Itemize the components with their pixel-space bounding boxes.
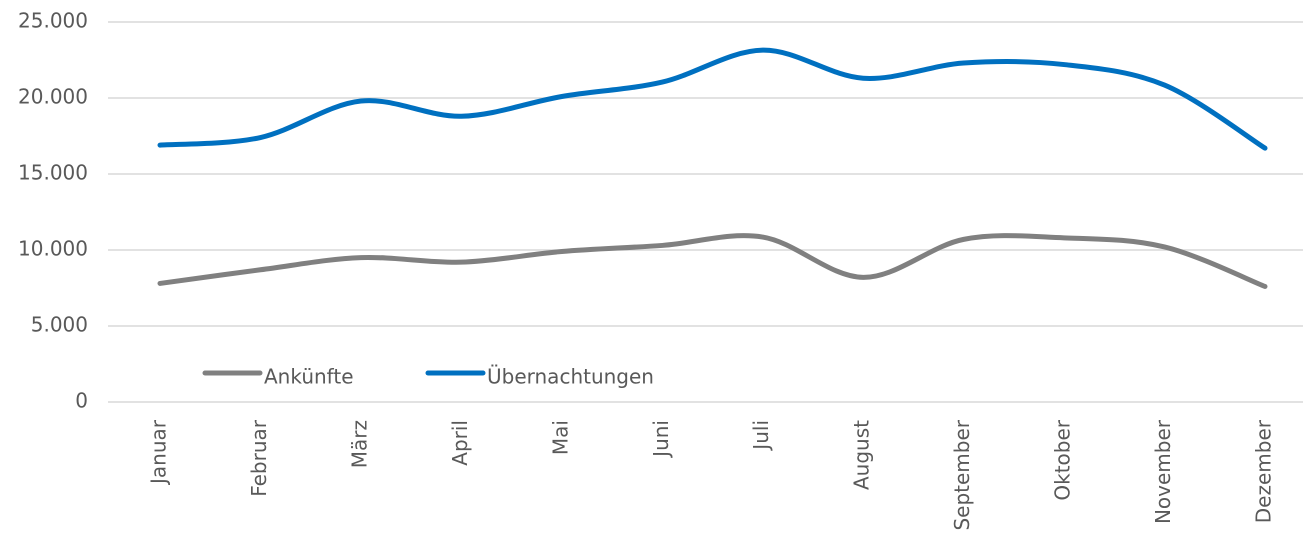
x-tick-label: Oktober xyxy=(1051,419,1075,500)
x-tick-label: März xyxy=(347,420,371,468)
x-tick-label: Juli xyxy=(749,420,773,452)
y-tick-label: 15.000 xyxy=(18,161,88,185)
y-tick-label: 25.000 xyxy=(18,9,88,33)
y-tick-label: 0 xyxy=(75,389,88,413)
x-tick-label: September xyxy=(950,419,974,530)
y-tick-label: 5.000 xyxy=(31,313,88,337)
x-tick-label: Januar xyxy=(147,419,171,486)
x-tick-label: Juni xyxy=(649,420,673,459)
x-tick-label: April xyxy=(448,420,472,466)
series-line xyxy=(157,233,1268,289)
x-tick-label: Februar xyxy=(247,419,271,497)
y-tick-label: 10.000 xyxy=(18,237,88,261)
x-tick-label: November xyxy=(1151,419,1175,524)
x-tick-label: August xyxy=(850,420,874,490)
series-line xyxy=(157,47,1268,151)
y-tick-label: 20.000 xyxy=(18,85,88,109)
legend-label: Übernachtungen xyxy=(487,365,654,389)
x-tick-label: Dezember xyxy=(1252,419,1276,523)
legend-label: Ankünfte xyxy=(264,365,354,389)
x-tick-label: Mai xyxy=(548,420,572,455)
